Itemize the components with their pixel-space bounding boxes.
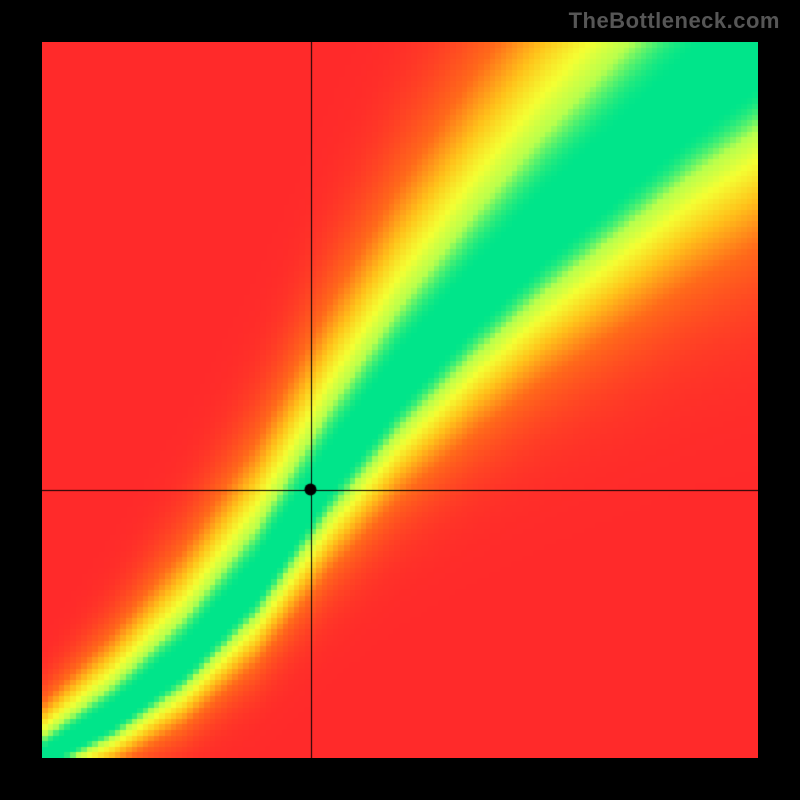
source-watermark: TheBottleneck.com (569, 8, 780, 34)
chart-frame: TheBottleneck.com (0, 0, 800, 800)
bottleneck-heatmap (42, 42, 758, 758)
